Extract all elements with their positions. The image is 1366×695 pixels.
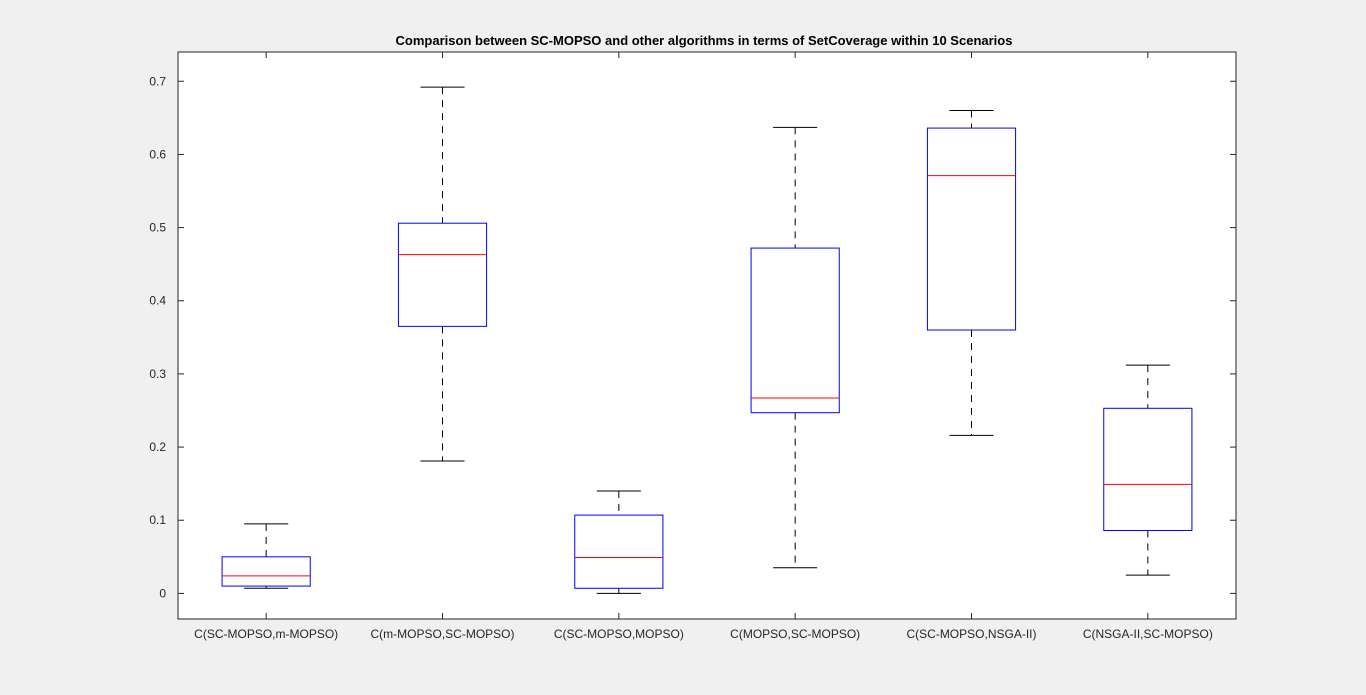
box (397, 222, 488, 327)
box (926, 127, 1017, 331)
chart-title: Comparison between SC-MOPSO and other al… (396, 33, 1013, 48)
y-tick-label: 0.3 (149, 367, 166, 381)
x-tick-label: C(SC-MOPSO,MOPSO) (554, 627, 684, 641)
x-axis: C(SC-MOPSO,m-MOPSO) C(m-MOPSO,SC-MOPSO) C(… (194, 52, 1213, 641)
box-group (221, 523, 311, 589)
y-tick-label: 0 (159, 586, 166, 600)
box (1103, 407, 1193, 531)
box-group (1103, 364, 1193, 576)
box (221, 556, 311, 587)
box-group (574, 490, 664, 594)
box (574, 514, 664, 589)
x-tick-label: C(SC-MOPSO,NSGA-II) (906, 627, 1036, 641)
plot-area (178, 52, 1236, 619)
y-tick-label: 0.1 (149, 513, 166, 527)
box (750, 247, 840, 414)
x-tick-label: C(SC-MOPSO,m-MOPSO) (194, 627, 338, 641)
box-group (397, 86, 488, 462)
y-tick-label: 0.5 (149, 221, 166, 235)
plot-marks (221, 86, 1193, 594)
y-tick-label: 0.4 (149, 294, 166, 308)
x-tick-label: C(MOPSO,SC-MOPSO) (730, 627, 860, 641)
plot-border (177, 51, 1237, 620)
box-group (926, 110, 1017, 436)
y-tick-label: 0.2 (149, 440, 166, 454)
y-tick-label: 0.6 (149, 147, 166, 161)
y-tick-label: 0.7 (149, 74, 166, 88)
box-group (750, 126, 840, 569)
x-tick-label: C(m-MOPSO,SC-MOPSO) (371, 627, 515, 641)
x-tick-label: C(NSGA-II,SC-MOPSO) (1083, 627, 1213, 641)
y-axis: 0 0.1 0.2 0.3 0.4 0.5 0.6 0.7 (149, 74, 1236, 600)
